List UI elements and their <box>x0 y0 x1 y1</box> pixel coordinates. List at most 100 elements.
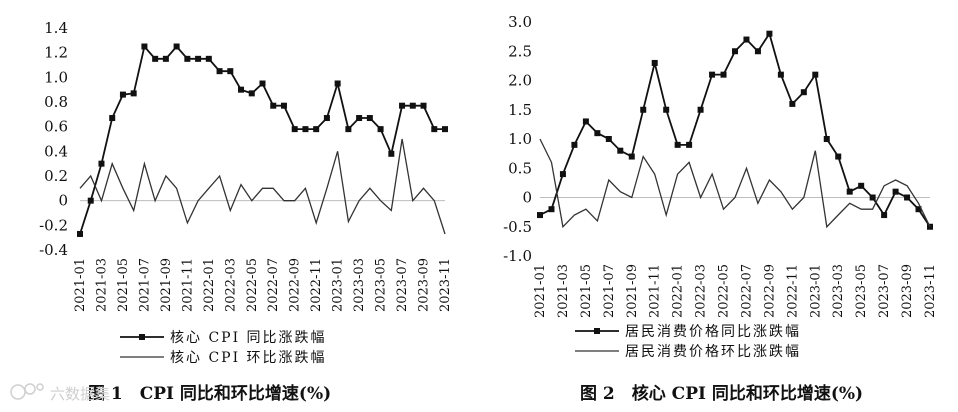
chart-1-y-tick-label: 0.8 <box>44 93 68 111</box>
chart-1-x-tick-label: 2021-05 <box>116 258 131 312</box>
chart-2-series-1-point <box>812 71 819 78</box>
chart-1-y-tick-label: -0.4 <box>39 241 68 259</box>
chart-1-series-1-point <box>98 160 105 167</box>
chart-2-x-tick-label: 2022-07 <box>739 264 754 318</box>
chart-2-x-tick-label: 2023-11 <box>923 264 938 318</box>
chart-1-series-1-point <box>195 55 202 62</box>
chart-2-series-1-point <box>594 130 601 137</box>
chart-1-y-tick-label: -0.2 <box>39 216 68 234</box>
chart-2-series-1-point <box>709 71 716 78</box>
chart-1-x-tick-label: 2021-03 <box>94 258 109 312</box>
chart-1-x-tick-label: 2023-07 <box>395 258 410 312</box>
chart-1-series-1-point <box>227 68 234 75</box>
chart-1-x-tick-label: 2023-05 <box>374 258 389 312</box>
chart-2-series-1-point <box>571 141 578 148</box>
chart-1: 1.4 1.2 1.0 0.8 0.6 0.4 0.2 0 -0.2 -0.4 2021-01 202… <box>39 19 453 366</box>
chart-1-series-1-point <box>442 126 448 133</box>
chart-2-x-tick-label: 2021-07 <box>602 264 617 318</box>
chart-1-series-1-point <box>87 197 94 204</box>
chart-1-x-tick-label: 2023-01 <box>331 258 346 312</box>
chart-1-x-tick-label: 2022-03 <box>223 258 238 312</box>
watermark: 六数据集 <box>10 383 110 403</box>
chart-2-series-2-line <box>539 138 931 229</box>
chart-1-y-tick-label: 1.0 <box>44 68 68 86</box>
chart-1-y-tick-label: 0.2 <box>44 167 68 185</box>
chart-1-y-tick-label: 0.4 <box>44 142 68 160</box>
chart-1-series-1-point <box>356 115 363 122</box>
chart-1-series-1-point <box>109 115 116 122</box>
chart-2-series-1-point <box>789 100 796 107</box>
chart-2-series-1-point <box>640 106 647 113</box>
chart-1-x-tick-label: 2023-09 <box>417 258 432 312</box>
chart-1-series-1-point <box>130 90 137 97</box>
chart-1-x-tick-label: 2022-11 <box>309 258 324 312</box>
chart-2-series-1-point <box>881 212 888 219</box>
chart-2-x-tick-label: 2021-05 <box>579 264 594 318</box>
chart-1-series-1-point <box>238 86 245 93</box>
chart-2-series-1-point <box>651 59 658 66</box>
chart-2-series-1-point <box>754 48 761 55</box>
chart-1-legend-label-2: 核心 CPI 环比涨跌幅 <box>170 350 327 366</box>
chart-2-x-tick-label: 2021-01 <box>533 264 548 318</box>
chart-2-y-tick-label: -1.0 <box>503 247 532 265</box>
chart-1-series-1-point <box>162 55 169 62</box>
chart-2-series-1-point <box>846 188 853 195</box>
chart-1-series-1-point <box>173 43 180 50</box>
chart-1-x-tick-label: 2022-01 <box>202 258 217 312</box>
chart-1-y-tick-label: 1.2 <box>44 44 68 62</box>
chart-1-x-tick-label: 2023-11 <box>438 258 453 312</box>
chart-2-series-1-point <box>732 48 738 55</box>
chart-2-series-1-point <box>628 153 635 160</box>
chart-1-series-1-point <box>291 126 298 133</box>
chart-2-y-tick-label: 0 <box>522 189 532 207</box>
chart-1-series-1-point <box>431 126 438 133</box>
chart-2-x-tick-label: 2022-01 <box>671 264 686 318</box>
chart-2-series-1-point <box>892 188 899 195</box>
chart-2-series-1-point <box>537 212 543 219</box>
chart-2-series-1-point <box>686 141 693 148</box>
chart-2-y-tick-label: 2.0 <box>508 72 532 90</box>
chart-2-series-1-point <box>559 171 566 178</box>
chart-1-series-1-point <box>302 126 309 133</box>
chart-2-series-1-point <box>663 106 670 113</box>
chart-2-y-tick-label: 3.0 <box>508 13 532 31</box>
chart-1-series-1-point <box>399 102 406 109</box>
chart-2-series-1-point <box>777 71 784 78</box>
chart-1-x-tick-label: 2022-05 <box>245 258 260 312</box>
chart-2-x-tick-label: 2021-09 <box>625 264 640 318</box>
chart-1-series-1-point <box>77 230 83 237</box>
chart-2-x-tick-label: 2022-09 <box>762 264 777 318</box>
chart-1-series-2-line <box>79 138 446 235</box>
chart-2-x-tick-label: 2022-05 <box>717 264 732 318</box>
chart-1-series-1-point <box>141 43 148 50</box>
chart-1-series-1-point <box>334 80 341 87</box>
chart-2-y-tick-label: -0.5 <box>503 218 532 236</box>
chart-1-series-1-point <box>152 55 159 62</box>
chart-1-series-1-point <box>345 126 352 133</box>
chart-2-caption: 图 2 核心 CPI 同比和环比增速(%) <box>580 383 863 404</box>
chart-1-y-tick-label: 1.4 <box>44 19 68 37</box>
chart-1-y-tick-label: 0.6 <box>44 118 68 136</box>
chart-1-caption: 图 1 CPI 同比和环比增速(%) <box>88 383 331 404</box>
chart-1-series-1-point <box>259 80 266 87</box>
chart-1-x-tick-label: 2021-11 <box>180 258 195 312</box>
chart-1-series-1-point <box>119 91 126 98</box>
chart-1-x-tick-label: 2022-09 <box>288 258 303 312</box>
chart-2-legend-label-1: 居民消费价格同比涨跌幅 <box>625 324 801 340</box>
chart-2-series-1-point <box>674 141 681 148</box>
chart-1-series-1-point <box>388 150 395 157</box>
chart-1-x-tick-label: 2021-07 <box>137 258 152 312</box>
chart-2-legend-label-2: 居民消费价格环比涨跌幅 <box>625 344 801 360</box>
chart-2-series-1-point <box>697 106 704 113</box>
chart-2-x-tick-label: 2023-05 <box>854 264 869 318</box>
chart-1-series-1-point <box>248 90 255 97</box>
chart-1-legend-marker-1 <box>139 334 145 340</box>
chart-2-x-tick-label: 2022-11 <box>785 264 800 318</box>
chart-2-x-tick-label: 2021-03 <box>556 264 571 318</box>
chart-2-series-1-point <box>823 136 830 142</box>
chart-1-y-tick-label: 0 <box>58 192 68 210</box>
chart-2-x-tick-label: 2023-01 <box>808 264 823 318</box>
chart-2-series-1-point <box>858 182 865 189</box>
chart-1-x-tick-label: 2021-01 <box>73 258 88 312</box>
